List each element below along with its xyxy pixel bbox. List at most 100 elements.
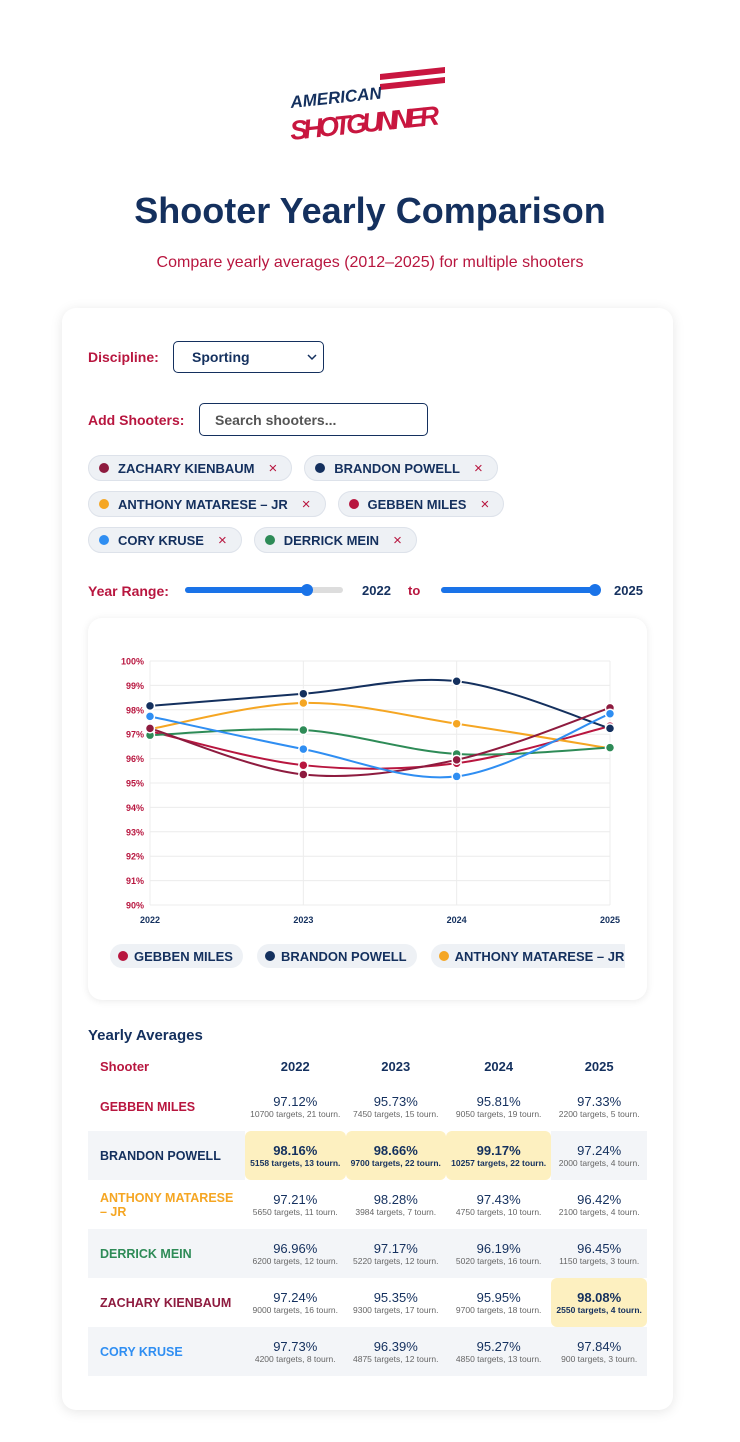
chip-name: GEBBEN MILES [367, 496, 467, 512]
chip-remove[interactable]: × [268, 459, 278, 477]
data-point[interactable] [298, 688, 309, 699]
chevron [307, 354, 317, 361]
averages-table: Shooter 2022 2023 2024 2025 GEBBEN MILES 97.12… [88, 1050, 647, 1376]
average: 97.73% [273, 1339, 318, 1354]
average: 96.45% [577, 1241, 622, 1256]
chip-remove[interactable]: × [217, 531, 227, 549]
average: 97.24% [273, 1290, 318, 1305]
logo: AMERICAN SHOTGUNNER [288, 67, 445, 146]
legend-item[interactable]: ANTHONY MATARESE – JR [430, 944, 625, 968]
y-tick-label: 93% [126, 827, 144, 837]
average-cell: 96.45% 1150 targets, 3 tourn. [551, 1229, 647, 1278]
column-header: 2022 [280, 1058, 310, 1074]
detail: 4850 targets, 13 tourn. [455, 1354, 542, 1364]
legend-dot [118, 951, 128, 961]
chip-name: CORY KRUSE [118, 532, 204, 548]
chip-remove[interactable]: × [393, 531, 402, 549]
average-cell: 97.21% 5650 targets, 11 tourn. [245, 1180, 346, 1229]
chip-remove[interactable]: × [301, 495, 311, 513]
shooter-search[interactable] [199, 403, 428, 436]
shooter-name: CORY KRUSE [88, 1327, 245, 1376]
data-point[interactable] [144, 711, 156, 722]
data-point[interactable] [298, 724, 309, 736]
column-header: 2023 [381, 1058, 411, 1074]
average: 97.21% [273, 1192, 318, 1207]
average: 95.81% [476, 1094, 521, 1109]
data-point[interactable] [298, 697, 309, 709]
legend-item[interactable]: GEBBEN MILES [110, 944, 243, 968]
detail: 2000 targets, 4 tourn. [558, 1158, 640, 1168]
chip-remove[interactable]: × [480, 495, 490, 513]
discipline-label: Discipline: [88, 349, 159, 365]
average-cell: 96.96% 6200 targets, 12 tourn. [245, 1229, 346, 1278]
shooter-name: GEBBEN MILES [100, 1099, 196, 1114]
chip-remove[interactable]: × [473, 459, 483, 477]
series-line [149, 706, 611, 777]
average-cell: 96.39% 4875 targets, 12 tourn. [345, 1327, 446, 1376]
series-line [149, 678, 611, 730]
average: 95.73% [373, 1094, 418, 1109]
table-row: ANTHONY MATARESE – JR 97.21% 5650 targets,… [88, 1180, 647, 1229]
data-point[interactable] [604, 723, 616, 734]
average: 96.19% [476, 1241, 521, 1256]
average: 97.17% [373, 1241, 418, 1256]
average-cell: 95.27% 4850 targets, 13 tourn. [446, 1327, 552, 1376]
average: 98.16% [273, 1143, 318, 1158]
average: 98.28% [373, 1192, 418, 1207]
average-cell: 97.12% 10700 targets, 21 tourn. [245, 1082, 346, 1131]
average-cell: 96.19% 5020 targets, 16 tourn. [446, 1229, 552, 1278]
chip-name: ZACHARY KIENBAUM [118, 460, 255, 476]
average: 98.08% [577, 1290, 622, 1305]
shooters-label: Add Shooters: [88, 412, 185, 428]
table-title: Yearly Averages [88, 1027, 203, 1044]
legend-dot [264, 951, 275, 961]
year-from-slider[interactable] [185, 584, 343, 596]
average: 98.66% [373, 1143, 418, 1158]
table-row: CORY KRUSE 97.73% 4200 targets, 8 tourn. 96… [88, 1327, 647, 1376]
slider-thumb[interactable] [300, 584, 313, 596]
data-point[interactable] [451, 771, 462, 782]
data-point[interactable] [298, 759, 309, 771]
data-point[interactable] [451, 718, 462, 729]
data-point[interactable] [604, 708, 616, 719]
legend-item[interactable]: BRANDON POWELL [256, 944, 417, 968]
data-point[interactable] [451, 676, 462, 687]
chip-name: ANTHONY MATARESE – JR [118, 496, 288, 512]
chip: CORY KRUSE × [88, 527, 242, 553]
data-point[interactable] [144, 700, 156, 712]
slider-thumb[interactable] [589, 584, 601, 596]
average: 95.95% [476, 1290, 521, 1305]
average-cell: 97.84% 900 targets, 3 tourn. [551, 1327, 647, 1376]
average-cell: 98.28% 3984 targets, 7 tourn. [346, 1180, 446, 1229]
slider-fill [441, 587, 595, 593]
detail: 10700 targets, 21 tourn. [250, 1109, 341, 1119]
year-from-value: 2022 [362, 583, 391, 598]
y-tick-label: 95% [126, 779, 144, 789]
legend-label: ANTHONY MATARESE – JR [454, 948, 625, 964]
average: 97.43% [476, 1192, 521, 1207]
year-to-slider[interactable] [441, 584, 601, 596]
y-tick-label: 99% [126, 681, 144, 691]
legend-label: BRANDON POWELL [280, 948, 407, 964]
data-point[interactable] [144, 723, 156, 734]
column-header: Shooter [100, 1058, 150, 1074]
page-title: Shooter Yearly Comparison [134, 190, 606, 231]
data-point[interactable] [604, 742, 616, 753]
year-range-label: Year Range: [88, 583, 169, 599]
detail: 5158 targets, 13 tourn. [250, 1158, 341, 1168]
average-cell: 97.17% 5220 targets, 12 tourn. [345, 1229, 446, 1278]
chip: ANTHONY MATARESE – JR × [88, 491, 326, 517]
chip-name: DERRICK MEIN [283, 532, 380, 548]
data-point[interactable] [298, 743, 309, 755]
data-point[interactable] [451, 754, 462, 766]
average-cell: 98.16% 5158 targets, 13 tourn. [245, 1131, 346, 1180]
detail: 2550 targets, 4 tourn. [556, 1305, 642, 1315]
data-point[interactable] [298, 769, 309, 780]
average-cell: 97.43% 4750 targets, 10 tourn. [446, 1180, 551, 1229]
chip: ZACHARY KIENBAUM × [88, 455, 293, 481]
detail: 1150 targets, 3 tourn. [559, 1256, 640, 1266]
logo-stripe [380, 77, 445, 90]
discipline-select[interactable]: Sporting [173, 341, 324, 373]
average-cell: 96.42% 2100 targets, 4 tourn. [551, 1180, 647, 1229]
